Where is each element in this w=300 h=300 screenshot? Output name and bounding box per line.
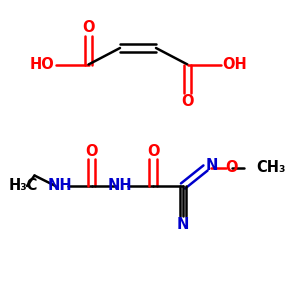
Text: HO: HO bbox=[29, 57, 54, 72]
Text: NH: NH bbox=[108, 178, 132, 194]
Text: N: N bbox=[177, 217, 189, 232]
Text: O: O bbox=[181, 94, 194, 109]
Text: H₃C: H₃C bbox=[9, 178, 38, 194]
Text: O: O bbox=[85, 144, 98, 159]
Text: O: O bbox=[226, 160, 238, 175]
Text: NH: NH bbox=[48, 178, 72, 194]
Text: CH₃: CH₃ bbox=[256, 160, 285, 175]
Text: N: N bbox=[206, 158, 218, 173]
Text: OH: OH bbox=[222, 57, 247, 72]
Text: O: O bbox=[147, 144, 159, 159]
Text: O: O bbox=[82, 20, 95, 35]
